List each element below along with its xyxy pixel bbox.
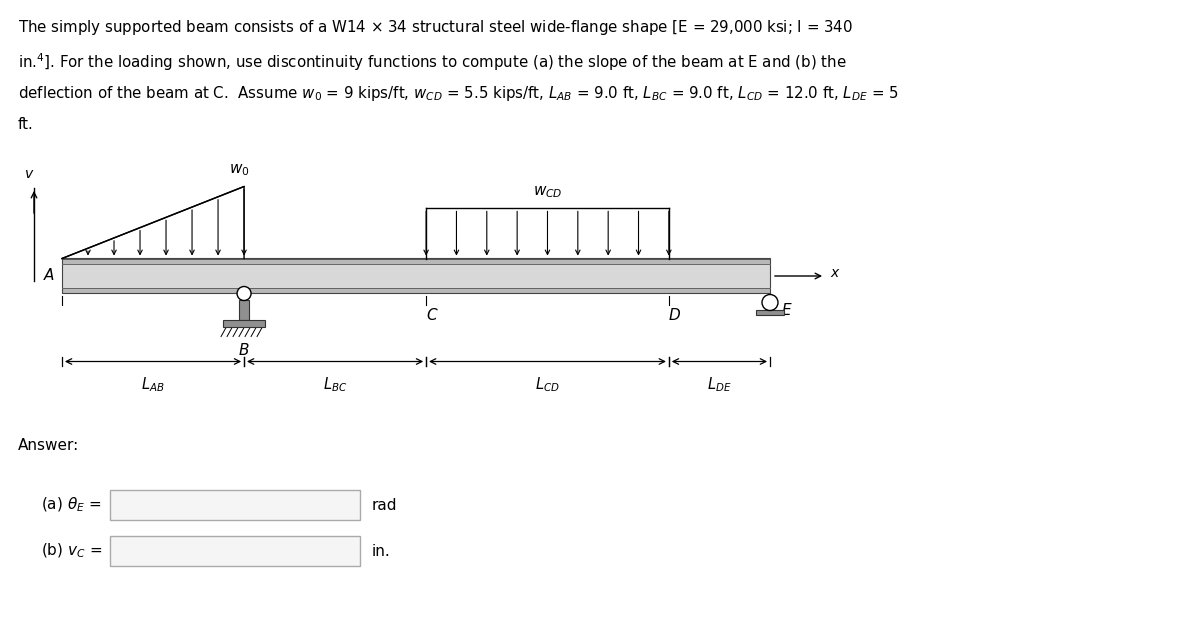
Bar — [62, 258, 770, 264]
Text: $w_{CD}$: $w_{CD}$ — [533, 185, 563, 200]
Bar — [62, 258, 770, 294]
Bar — [223, 321, 265, 328]
Bar — [62, 264, 770, 288]
Text: $L_{CD}$: $L_{CD}$ — [535, 376, 560, 394]
Text: (b) $v_C$ =: (b) $v_C$ = — [41, 542, 102, 560]
Text: Answer:: Answer: — [18, 438, 79, 453]
Text: A: A — [43, 268, 54, 284]
Text: ft.: ft. — [18, 117, 34, 132]
Bar — [239, 300, 250, 321]
Circle shape — [762, 295, 778, 310]
Text: The simply supported beam consists of a W14 $\times$ 34 structural steel wide-fl: The simply supported beam consists of a … — [18, 18, 853, 37]
Bar — [62, 288, 770, 294]
Text: (a) $\theta_E$ =: (a) $\theta_E$ = — [42, 496, 102, 514]
Bar — [110, 536, 360, 566]
Text: $L_{BC}$: $L_{BC}$ — [323, 376, 347, 394]
Text: in.$^4$]. For the loading shown, use discontinuity functions to compute (a) the : in.$^4$]. For the loading shown, use dis… — [18, 51, 847, 73]
Text: E: E — [782, 303, 792, 318]
Text: rad: rad — [372, 497, 397, 512]
Text: C: C — [426, 308, 437, 323]
Text: $x$: $x$ — [830, 266, 841, 280]
Bar — [756, 310, 784, 316]
Text: $L_{DE}$: $L_{DE}$ — [707, 376, 732, 394]
Text: in.: in. — [372, 543, 391, 559]
Circle shape — [238, 287, 251, 300]
Text: B: B — [239, 344, 250, 358]
Text: $v$: $v$ — [24, 167, 34, 181]
Text: $L_{AB}$: $L_{AB}$ — [142, 376, 164, 394]
Bar — [110, 490, 360, 520]
Text: $w_0$: $w_0$ — [229, 163, 250, 179]
Text: D: D — [668, 308, 680, 323]
Text: deflection of the beam at C.  Assume $w_0$ = 9 kips/ft, $w_{CD}$ = 5.5 kips/ft, : deflection of the beam at C. Assume $w_0… — [18, 84, 899, 103]
